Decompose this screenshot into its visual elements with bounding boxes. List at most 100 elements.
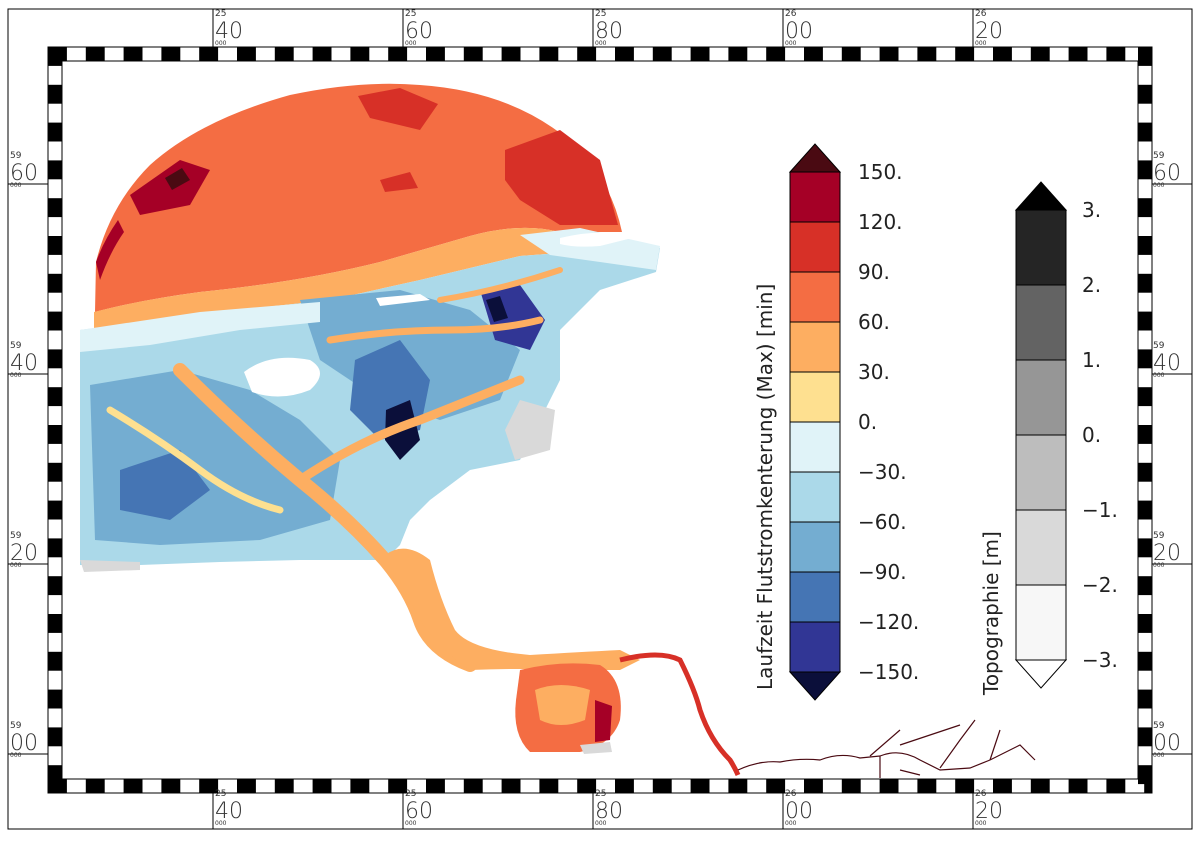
bottom-tick-label-main: 40: [215, 799, 243, 824]
left-tick-label-sub: 000: [10, 562, 22, 569]
right-tick-label-sub: 000: [1153, 182, 1165, 189]
laufzeit-label: −120.: [858, 610, 919, 634]
sea-region-90-c: [380, 172, 418, 192]
laufzeit-label: −60.: [858, 510, 907, 534]
top-tick-label-main: 20: [975, 19, 1003, 44]
laufzeit-label: 0.: [858, 410, 877, 434]
top-tick-label-sub: 000: [785, 40, 797, 47]
top-tick-label-main: 80: [595, 19, 623, 44]
sea-region-60: [95, 83, 622, 312]
right-tick-label-main: 40: [1153, 351, 1181, 376]
grid-ticks: [8, 9, 1192, 829]
topographie-label: −3.: [1082, 648, 1118, 672]
right-tick-label-sup: 59: [1153, 151, 1165, 161]
topographie-swatch: [1015, 359, 1067, 436]
sea-region-120: [130, 160, 210, 215]
laufzeit-swatch: [789, 571, 841, 623]
laufzeit-swatch: [789, 471, 841, 523]
sea-band-30: [94, 227, 620, 330]
laufzeit-swatch: [789, 421, 841, 473]
left-tick-label-main: 60: [10, 161, 38, 186]
topo-area-b: [80, 560, 140, 572]
topographie-swatch: [1015, 209, 1067, 286]
estuary-bay-dark: [595, 700, 612, 742]
bottom-tick-label-sub: 000: [975, 820, 987, 827]
topo-area-a: [505, 400, 555, 460]
island-b: [560, 232, 640, 247]
topo-area-c: [580, 742, 612, 754]
sea-region-90-b: [505, 130, 618, 225]
laufzeit-label: −90.: [858, 560, 907, 584]
bottom-tick-label-sub: 000: [405, 820, 417, 827]
right-tick-label-sub: 000: [1153, 752, 1165, 759]
left-tick-label-sup: 59: [10, 341, 22, 351]
left-tick-label-main: 00: [10, 731, 38, 756]
bottom-tick-label-main: 80: [595, 799, 623, 824]
tributaries: [737, 719, 1036, 778]
sea-region-150: [165, 168, 190, 190]
right-tick-label-sub: 000: [1153, 562, 1165, 569]
right-tick-label-sub: 000: [1153, 372, 1165, 379]
top-tick-label-sub: 000: [215, 40, 227, 47]
bottom-tick-label-main: 60: [405, 799, 433, 824]
laufzeit-label: 30.: [858, 360, 890, 384]
right-tick-label-sup: 59: [1153, 531, 1165, 541]
right-tick-label-main: 20: [1153, 541, 1181, 566]
channel-west: [106, 406, 284, 514]
estuary-channel: [385, 548, 640, 670]
topographie-label: 1.: [1082, 348, 1101, 372]
laufzeit-swatch: [789, 221, 841, 273]
tidal-flat-150-b: [486, 296, 508, 322]
bottom-tick-label-sup: 25: [215, 789, 226, 799]
coordinate-labels: 2540000254000025600002560000258000025800…: [10, 9, 1181, 827]
island-c: [376, 294, 430, 306]
colorbar-laufzeit: 150. 120. 90. 60. 30. 0. −30. −60. −90. −120. −150…: [788, 143, 919, 701]
laufzeit-label: 150.: [858, 160, 903, 184]
laufzeit-swatch: [789, 171, 841, 223]
bottom-tick-label-sup: 26: [785, 789, 797, 799]
topographie-label: −2.: [1082, 573, 1118, 597]
laufzeit-label: 120.: [858, 210, 903, 234]
topographie-label: 3.: [1082, 198, 1101, 222]
estuary-bay-inner: [535, 685, 590, 725]
left-tick-label-sup: 59: [10, 721, 22, 731]
topographie-swatch: [1015, 434, 1067, 511]
top-tick-label-sup: 26: [975, 9, 987, 19]
laufzeit-label: 90.: [858, 260, 890, 284]
sea-region-90-a: [358, 88, 438, 130]
channel-north: [326, 316, 544, 344]
laufzeit-label: −150.: [858, 660, 919, 684]
left-tick-label-sub: 000: [10, 752, 22, 759]
colorbar-topographie: 3. 2. 1. 0. −1. −2. −3.: [1014, 181, 1118, 689]
left-tick-label-sup: 59: [10, 151, 22, 161]
topographie-under-triangle: [1014, 659, 1068, 689]
left-tick-label-sub: 000: [10, 182, 22, 189]
laufzeit-label: 60.: [858, 310, 890, 334]
left-tick-label-sub: 000: [10, 372, 22, 379]
bottom-tick-label-main: 20: [975, 799, 1003, 824]
channel-upper: [437, 267, 563, 303]
bottom-tick-label-sup: 26: [975, 789, 987, 799]
topographie-swatch: [1015, 284, 1067, 361]
laufzeit-swatch: [789, 371, 841, 423]
laufzeit-swatch: [789, 271, 841, 323]
right-tick-label-main: 60: [1153, 161, 1181, 186]
channel-main: [173, 363, 477, 672]
top-tick-label-sup: 25: [405, 9, 416, 19]
colorbar-topographie-title: Topographie [m]: [979, 531, 1003, 696]
bottom-tick-label-sub: 000: [595, 820, 607, 827]
laufzeit-swatch: [789, 621, 841, 673]
right-tick-label-sup: 59: [1153, 341, 1165, 351]
topographie-swatch: [1015, 584, 1067, 661]
top-tick-label-sub: 000: [405, 40, 417, 47]
top-tick-label-main: 40: [215, 19, 243, 44]
left-tick-label-sup: 59: [10, 531, 22, 541]
laufzeit-label: −30.: [858, 460, 907, 484]
top-tick-label-sub: 000: [975, 40, 987, 47]
sea-edge-dark: [96, 220, 124, 280]
bottom-tick-label-sub: 000: [785, 820, 797, 827]
right-tick-label-sup: 59: [1153, 721, 1165, 731]
bottom-tick-label-sup: 25: [595, 789, 606, 799]
top-tick-label-sup: 25: [595, 9, 606, 19]
